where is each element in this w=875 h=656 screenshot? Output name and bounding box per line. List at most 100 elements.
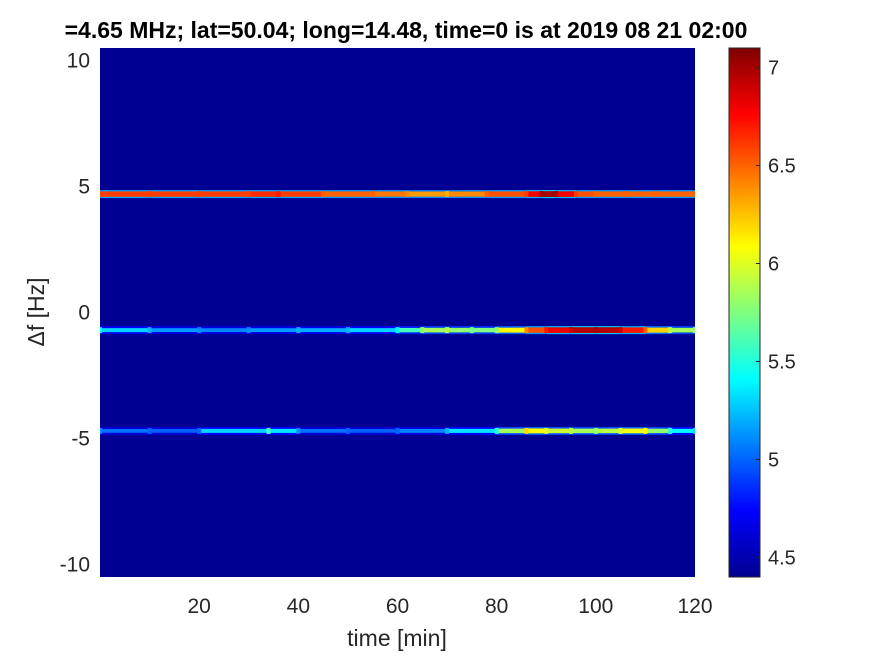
ridge-segment bbox=[397, 327, 423, 333]
ridge-point bbox=[524, 191, 529, 198]
ridge-point bbox=[445, 327, 450, 334]
ridge-segment bbox=[670, 428, 695, 433]
ridge-point bbox=[276, 191, 281, 198]
ridge-point bbox=[618, 427, 623, 434]
ridge-segment bbox=[576, 191, 596, 197]
ridge-series-0 bbox=[100, 190, 695, 199]
ridge-series-1 bbox=[100, 326, 695, 335]
x-tick-label: 80 bbox=[485, 595, 508, 618]
y-tick-label: 0 bbox=[78, 302, 90, 325]
ridge-segment bbox=[571, 327, 596, 334]
ridge-segment bbox=[447, 428, 497, 433]
ridge-segment bbox=[248, 328, 299, 333]
ridge-segment bbox=[199, 328, 249, 333]
ridge-series-2 bbox=[100, 426, 695, 435]
ridge-segment bbox=[199, 428, 269, 433]
ridge-point bbox=[569, 327, 574, 334]
ridge-segment bbox=[571, 428, 596, 434]
ridge-point bbox=[593, 427, 598, 434]
ridge-segment bbox=[323, 191, 373, 197]
ridge-segment bbox=[268, 428, 299, 433]
ridge-segment bbox=[100, 429, 150, 433]
ridge-point bbox=[405, 191, 410, 198]
ridge-point bbox=[693, 327, 695, 334]
ridge-segment bbox=[471, 327, 497, 333]
y-tick-label: -10 bbox=[60, 553, 90, 576]
ridge-segment bbox=[347, 429, 398, 433]
ridge-segment bbox=[486, 191, 527, 197]
ridge-segment bbox=[546, 428, 572, 434]
colorbar-ticks: 7 6.5 6 5.5 5 4.5 bbox=[756, 58, 796, 569]
colorbar-tick-label: 6.5 bbox=[768, 156, 796, 178]
ridge-segment bbox=[100, 328, 150, 333]
plot-area bbox=[100, 48, 695, 577]
ridge-point bbox=[445, 191, 450, 198]
colorbar-tick-label: 5 bbox=[768, 449, 779, 471]
colorbar-tick-label: 7 bbox=[768, 58, 779, 80]
ridge-point bbox=[593, 191, 598, 198]
colorbar bbox=[728, 47, 761, 578]
x-tick-label: 40 bbox=[287, 595, 310, 618]
ridge-point bbox=[524, 327, 529, 334]
y-axis: 10 5 0 -5 -10 bbox=[60, 50, 90, 577]
ridge-point bbox=[197, 191, 202, 198]
ridge-point bbox=[321, 191, 326, 198]
ridge-point bbox=[618, 327, 623, 334]
ridge-segment bbox=[397, 429, 448, 433]
heatmap-layer bbox=[100, 190, 695, 435]
ridge-point bbox=[668, 327, 673, 334]
y-tick-label: -5 bbox=[71, 427, 90, 450]
ridge-segment bbox=[199, 191, 249, 197]
ridge-point bbox=[246, 327, 251, 334]
ridge-point bbox=[395, 327, 400, 334]
ridge-point bbox=[370, 191, 375, 198]
ridge-point bbox=[100, 427, 102, 434]
ridge-segment bbox=[670, 327, 695, 333]
ridge-segment bbox=[149, 429, 200, 433]
colorbar-tick-label: 5.5 bbox=[768, 351, 796, 373]
ridge-segment bbox=[595, 428, 621, 434]
ridge-point bbox=[544, 327, 549, 334]
x-tick-label: 100 bbox=[578, 595, 613, 618]
ridge-point bbox=[296, 327, 301, 334]
ridge-point bbox=[484, 191, 489, 198]
ridge-segment bbox=[422, 327, 448, 333]
y-tick-label: 5 bbox=[78, 176, 90, 199]
ridge-point bbox=[593, 327, 598, 334]
ridge-point bbox=[296, 427, 301, 434]
ridge-point bbox=[693, 427, 695, 434]
ridge-segment bbox=[645, 428, 671, 434]
ridge-segment bbox=[149, 191, 200, 197]
ridge-point bbox=[643, 427, 648, 434]
ridge-point bbox=[147, 427, 152, 434]
ridge-segment bbox=[100, 191, 150, 197]
ridge-segment bbox=[625, 191, 656, 197]
x-tick-label: 120 bbox=[677, 595, 712, 618]
ridge-point bbox=[524, 427, 529, 434]
ridge-point bbox=[469, 327, 474, 334]
ridge-point bbox=[494, 427, 499, 434]
ridge-point bbox=[445, 427, 450, 434]
ridge-segment bbox=[556, 191, 576, 197]
ridge-point bbox=[345, 427, 350, 434]
ridge-segment bbox=[620, 428, 646, 434]
ridge-segment bbox=[645, 327, 671, 333]
y-axis-label: Δf [Hz] bbox=[23, 277, 49, 346]
ridge-point bbox=[653, 191, 658, 198]
ridge-segment bbox=[347, 328, 398, 333]
ridge-point bbox=[197, 327, 202, 334]
ridge-segment bbox=[298, 328, 348, 333]
chart-title: =4.65 MHz; lat=50.04; long=14.48, time=0… bbox=[65, 17, 748, 43]
colorbar-tick-label: 6 bbox=[768, 254, 779, 276]
ridge-point bbox=[395, 427, 400, 434]
ridge-point bbox=[693, 191, 695, 198]
ridge-point bbox=[554, 191, 559, 198]
ridge-segment bbox=[298, 429, 348, 433]
ridge-segment bbox=[655, 191, 695, 197]
ridge-point bbox=[246, 191, 251, 198]
ridge-segment bbox=[541, 191, 557, 198]
ridge-point bbox=[539, 191, 544, 198]
ridge-segment bbox=[546, 327, 572, 333]
x-axis-label: time [min] bbox=[347, 625, 447, 651]
